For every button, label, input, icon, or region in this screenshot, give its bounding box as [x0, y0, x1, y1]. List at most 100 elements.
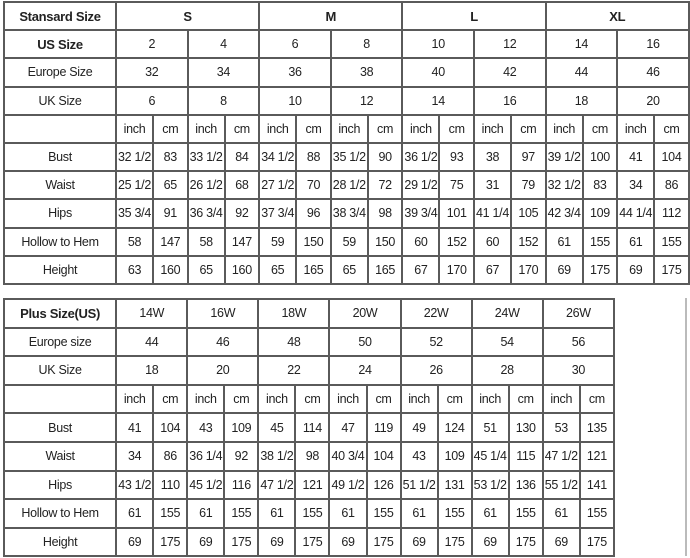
measurement-value: 131	[436, 469, 473, 501]
measurement-value: 175	[436, 526, 473, 558]
measurement-value: 32 1/2	[115, 141, 154, 173]
measurement-value: 175	[581, 254, 619, 285]
measurement-value: 25 1/2	[115, 170, 154, 201]
size-value: 42	[473, 57, 547, 88]
size-group-header: 24W	[470, 298, 544, 329]
measurement-value: 45	[257, 412, 297, 443]
measurement-value: 155	[653, 226, 690, 257]
size-value: 16	[616, 29, 690, 60]
row-label: Height	[2, 526, 118, 558]
size-value: 24	[328, 355, 402, 386]
measurement-value: 34	[616, 170, 656, 201]
size-value: 16	[473, 85, 547, 116]
size-value: 56	[541, 326, 616, 358]
size-group-header: 26W	[541, 298, 616, 329]
measurement-value: 121	[578, 440, 616, 472]
measurement-value: 86	[653, 170, 690, 201]
measurement-value: 121	[294, 469, 331, 501]
measurement-value: 61	[257, 498, 297, 529]
size-row: Europe size 44 46 48 50 52 54 56	[2, 326, 616, 358]
size-value: 40	[401, 57, 475, 88]
measurement-value: 175	[152, 526, 189, 558]
size-group-header: 14W	[115, 298, 189, 329]
measurement-value: 47 1/2	[257, 469, 297, 501]
unit-label: inch	[473, 113, 512, 144]
measurement-value: 104	[653, 141, 690, 173]
row-label: UK Size	[2, 355, 118, 386]
measurement-value: 39 3/4	[401, 198, 441, 229]
measurement-value: 155	[223, 498, 260, 529]
measurement-value: 65	[152, 170, 189, 201]
measurement-value: 51 1/2	[399, 469, 439, 501]
unit-label: cm	[223, 113, 261, 144]
measurement-value: 110	[152, 469, 189, 501]
measurement-value: 126	[365, 469, 402, 501]
table-edge-line	[685, 298, 687, 556]
measurement-value: 104	[365, 440, 402, 472]
measurement-value: 28 1/2	[329, 170, 369, 201]
unit-label: inch	[616, 113, 656, 144]
units-row: inch cm inch cm inch cm inch cm inch cm inch cm inch…	[3, 113, 690, 144]
measurement-value: 160	[223, 254, 261, 285]
unit-label: cm	[653, 113, 690, 144]
measurement-value: 152	[510, 226, 547, 257]
row-label: Height	[3, 254, 117, 285]
size-value: 44	[544, 57, 619, 88]
size-group-header: L	[401, 0, 547, 32]
measurement-value: 115	[507, 440, 544, 472]
size-value: 44	[115, 326, 189, 358]
measurement-value: 104	[152, 412, 189, 443]
measurement-value: 31	[473, 170, 512, 201]
size-value: 10	[258, 85, 332, 116]
measurement-value: 175	[365, 526, 402, 558]
measurement-value: 29 1/2	[401, 170, 441, 201]
empty-cell	[2, 383, 118, 415]
plus-size-chart: Plus Size(US) 14W 16W 18W 20W 22W 24W 26W Europe…	[2, 298, 616, 558]
measurement-value: 147	[223, 226, 261, 257]
measurement-value: 61	[186, 498, 226, 529]
measurement-value: 109	[581, 198, 619, 229]
measurement-value: 53	[541, 412, 581, 443]
measurement-value: 38	[473, 141, 512, 173]
size-value: 52	[399, 326, 473, 358]
size-group-header: 22W	[399, 298, 473, 329]
measurement-value: 155	[507, 498, 544, 529]
measurement-value: 38 3/4	[329, 198, 369, 229]
size-value: 46	[186, 326, 260, 358]
measurement-value: 44 1/4	[616, 198, 656, 229]
measurement-value: 61	[328, 498, 368, 529]
measurement-value: 79	[510, 170, 547, 201]
measurement-value: 150	[295, 226, 332, 257]
measurement-value: 61	[399, 498, 439, 529]
measurement-value: 39 1/2	[544, 141, 584, 173]
measurement-value: 91	[152, 198, 189, 229]
unit-label: inch	[328, 383, 368, 415]
measurement-row: Hollow to Hem 61 155 61 155 61 155 61 155 61 155 61…	[2, 498, 616, 529]
size-value: 46	[616, 57, 690, 88]
measurement-value: 70	[295, 170, 332, 201]
measurement-row: Waist 34 86 36 1/4 92 38 1/2 98 40 3/4 104 43 109 4…	[2, 440, 616, 472]
size-group-header: 16W	[186, 298, 260, 329]
measurement-value: 175	[507, 526, 544, 558]
measurement-value: 59	[329, 226, 369, 257]
size-row: UK Size 18 20 22 24 26 28 30	[2, 355, 616, 386]
unit-label: cm	[436, 383, 473, 415]
size-value: 30	[541, 355, 616, 386]
size-value: 20	[616, 85, 690, 116]
measurement-value: 37 3/4	[258, 198, 298, 229]
measurement-value: 155	[436, 498, 473, 529]
measurement-value: 69	[399, 526, 439, 558]
row-label: Waist	[3, 170, 117, 201]
row-label: Waist	[2, 440, 118, 472]
size-value: 38	[329, 57, 404, 88]
unit-label: cm	[365, 383, 402, 415]
measurement-row: Waist 25 1/2 65 26 1/2 68 27 1/2 70 28 1/2 72 29 …	[3, 170, 690, 201]
measurement-value: 98	[294, 440, 331, 472]
measurement-value: 155	[152, 498, 189, 529]
size-value: 8	[329, 29, 404, 60]
unit-label: inch	[257, 383, 297, 415]
measurement-value: 83	[152, 141, 189, 173]
measurement-value: 92	[223, 198, 261, 229]
measurement-value: 60	[473, 226, 512, 257]
measurement-value: 155	[294, 498, 331, 529]
